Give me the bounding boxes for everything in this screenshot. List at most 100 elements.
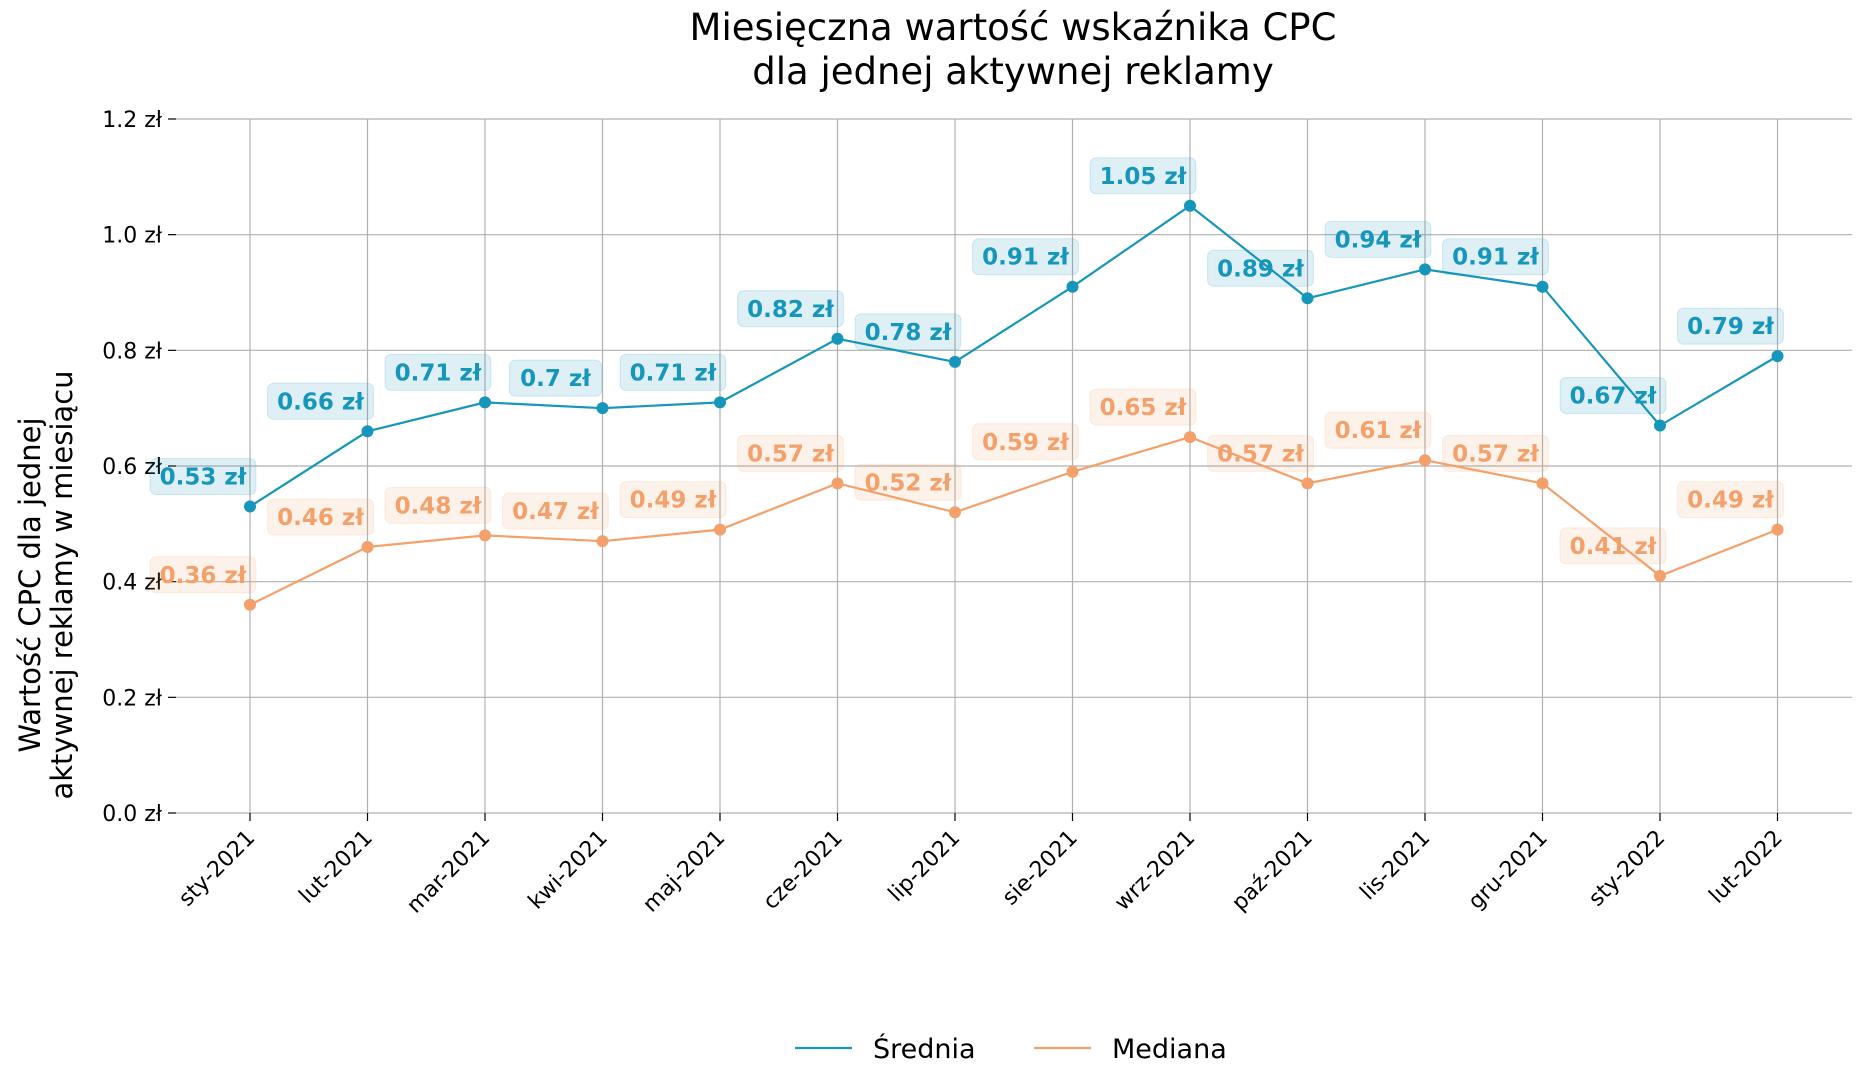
- data-point: [1771, 350, 1784, 363]
- y-tick-label: 0.8 zł: [102, 339, 163, 364]
- data-point: [244, 598, 256, 611]
- data-label: 0.47 zł: [512, 499, 599, 525]
- data-point: [244, 500, 256, 513]
- data-label-box: [508, 359, 603, 397]
- data-label: 0.57 zł: [747, 441, 834, 467]
- data-point: [1654, 419, 1666, 432]
- data-label: 0.36 zł: [160, 563, 247, 589]
- data-label-box: [1559, 377, 1667, 415]
- x-tick-label: gru-2021: [1464, 826, 1553, 915]
- grid: [176, 118, 1852, 814]
- data-point: [1536, 477, 1549, 490]
- data-label: 0.52 zł: [865, 470, 952, 496]
- data-label-box: [854, 313, 962, 351]
- data-label: 0.71 zł: [395, 360, 482, 386]
- y-axis-label-line2: aktywnej reklamy w miesiącu: [45, 370, 79, 799]
- data-label: 0.91 zł: [1452, 245, 1539, 271]
- series-lines: [244, 199, 1784, 611]
- data-label-box: [1089, 157, 1197, 195]
- data-label-box: [1442, 238, 1549, 276]
- data-label: 0.57 zł: [1217, 441, 1304, 467]
- data-point: [714, 523, 726, 536]
- x-tick-label: wrz-2021: [1110, 826, 1200, 916]
- data-point: [1771, 523, 1784, 536]
- chart-title-line1: Miesięczna wartość wskaźnika CPC: [690, 6, 1337, 49]
- x-tick-label: lut-2021: [295, 826, 378, 909]
- chart-title-line2: dla jednej aktywnej reklamy: [752, 50, 1274, 93]
- data-label: 0.49 zł: [630, 488, 717, 514]
- x-tick-label: sie-2021: [998, 826, 1083, 911]
- data-label-box: [619, 353, 727, 391]
- data-point: [714, 396, 726, 409]
- x-axis-ticks: sty-2021 lut-2021 mar-2021 kwi-2021 maj-2021…: [174, 813, 1788, 919]
- data-label-box: [1207, 249, 1314, 287]
- data-point: [1419, 454, 1431, 467]
- data-label: 0.66 zł: [277, 389, 364, 415]
- data-label-box: [1677, 481, 1784, 519]
- legend-label: Mediana: [1112, 1034, 1227, 1065]
- y-tick-label: 1.2 zł: [102, 108, 163, 133]
- data-label: 0.71 zł: [630, 360, 717, 386]
- data-label-box: [854, 463, 962, 501]
- data-point: [1301, 292, 1314, 305]
- data-label: 0.89 zł: [1217, 256, 1304, 282]
- y-axis-label: Wartość CPC dla jednej aktywnej reklamy …: [13, 370, 79, 799]
- data-label-box: [502, 492, 609, 530]
- data-label-box: [737, 290, 844, 328]
- x-tick-label: sty-2022: [1584, 826, 1670, 912]
- data-label: 1.05 zł: [1100, 164, 1187, 190]
- data-point: [1066, 465, 1079, 478]
- y-axis-label-line1: Wartość CPC dla jednej: [13, 417, 47, 752]
- data-point: [479, 396, 491, 409]
- data-label-box: [1089, 388, 1197, 426]
- data-label: 0.61 zł: [1335, 418, 1422, 444]
- data-label: 0.94 zł: [1335, 227, 1422, 253]
- data-point: [831, 332, 844, 345]
- data-point: [596, 402, 609, 415]
- y-tick-label: 0.0 zł: [102, 802, 163, 827]
- data-label: 0.67 zł: [1570, 384, 1657, 410]
- x-tick-label: lut-2022: [1705, 826, 1788, 909]
- data-label-box: [384, 486, 492, 524]
- data-point: [831, 477, 844, 490]
- data-label-box: [1559, 527, 1667, 565]
- data-label: 0.82 zł: [747, 297, 834, 323]
- x-tick-label: paź-2021: [1227, 826, 1317, 916]
- data-point: [596, 535, 609, 548]
- data-point: [1654, 569, 1666, 582]
- y-tick-label: 0.4 zł: [102, 571, 163, 596]
- data-point: [1184, 431, 1196, 444]
- x-tick-label: mar-2021: [402, 826, 495, 919]
- data-label-box: [1324, 411, 1432, 449]
- data-label: 0.79 zł: [1687, 314, 1774, 340]
- data-point: [1301, 477, 1314, 490]
- data-label-box: [1442, 434, 1549, 472]
- data-point: [1419, 263, 1431, 276]
- data-label-box: [267, 498, 374, 536]
- data-label: 0.48 zł: [395, 493, 482, 519]
- x-tick-label: cze-2021: [759, 826, 848, 915]
- y-tick-label: 0.2 zł: [102, 686, 163, 711]
- data-label: 0.65 zł: [1100, 395, 1187, 421]
- data-label-box: [1207, 434, 1314, 472]
- data-label: 0.78 zł: [865, 320, 952, 346]
- data-label: 0.49 zł: [1687, 488, 1774, 514]
- x-tick-label: kwi-2021: [524, 826, 613, 915]
- data-label: 0.46 zł: [277, 505, 364, 531]
- data-point: [361, 540, 374, 553]
- legend: Średnia Mediana: [795, 1033, 1227, 1065]
- y-axis-ticks: 0.0 zł 0.2 zł 0.4 zł 0.6 zł 0.8 zł 1.0 zł 1.2 …: [102, 108, 176, 827]
- data-label-box: [619, 481, 727, 519]
- x-tick-label: lip-2021: [884, 826, 965, 907]
- y-tick-label: 1.0 zł: [102, 224, 163, 249]
- x-tick-label: maj-2021: [638, 826, 730, 918]
- data-label-box: [737, 434, 844, 472]
- series-line-0: [249, 204, 1779, 508]
- data-label: 0.91 zł: [982, 245, 1069, 271]
- data-label-box: [149, 457, 257, 495]
- legend-label: Średnia: [873, 1033, 976, 1065]
- data-point: [949, 355, 961, 368]
- data-label-box: [1677, 307, 1784, 345]
- data-label-box: [384, 353, 492, 391]
